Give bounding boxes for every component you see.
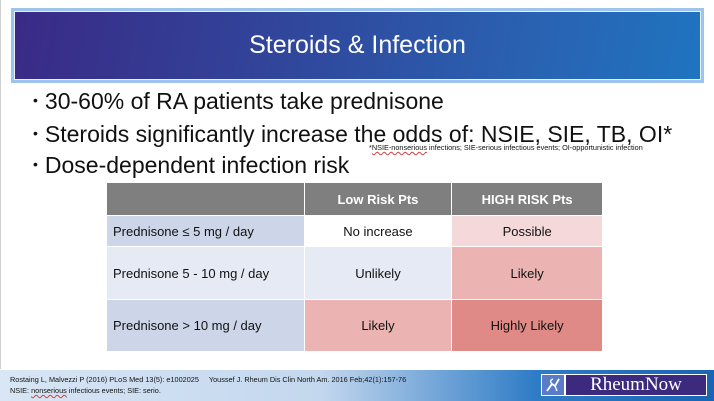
header-cell-low-risk: Low Risk Pts	[303, 182, 453, 216]
high-risk-cell: Highly Likely	[451, 299, 603, 352]
bullet-icon: •	[33, 156, 38, 172]
header-cell-empty	[106, 182, 305, 216]
table-header-row: Low Risk Pts HIGH RISK Pts	[106, 182, 603, 216]
row-label: Prednisone 5 - 10 mg / day	[106, 246, 305, 300]
table-row: Prednisone 5 - 10 mg / day Unlikely Like…	[106, 246, 603, 300]
low-risk-cell: No increase	[303, 215, 453, 247]
high-risk-cell: Possible	[451, 215, 603, 247]
bullet-icon: •	[33, 92, 38, 108]
citation-2: Youssef J. Rheum Dis Clin North Am. 2016…	[208, 375, 407, 384]
table-row: Prednisone ≤ 5 mg / day No increase Poss…	[106, 215, 603, 247]
low-risk-cell: Unlikely	[303, 246, 453, 300]
citation-line-1: Rostaing L, Malvezzi P (2016) PLoS Med 1…	[10, 374, 406, 385]
abbreviation-footnote: *NSIE-nonserious infections; SIE-serious…	[369, 143, 643, 152]
citation-1: Rostaing L, Malvezzi P (2016) PLoS Med 1…	[10, 375, 199, 384]
citations: Rostaing L, Malvezzi P (2016) PLoS Med 1…	[10, 374, 406, 396]
row-label: Prednisone ≤ 5 mg / day	[106, 215, 305, 247]
rheumnow-logo: RheumNow	[541, 374, 707, 396]
infection-risk-table: Low Risk Pts HIGH RISK Pts Prednisone ≤ …	[106, 182, 603, 352]
header-cell-high-risk: HIGH RISK Pts	[451, 182, 603, 216]
title-bar: Steroids & Infection	[14, 11, 701, 80]
bullet-item: • Steroids significantly increase the odd…	[33, 121, 673, 147]
citation-line-2: NSIE: nonserious infectious events; SIE:…	[10, 386, 161, 395]
title-banner: Steroids & Infection	[11, 8, 704, 83]
slide-edge	[0, 0, 1, 401]
high-risk-cell: Likely	[451, 246, 603, 300]
row-label: Prednisone > 10 mg / day	[106, 299, 305, 352]
bullet-icon: •	[33, 125, 38, 141]
table-row: Prednisone > 10 mg / day Likely Highly L…	[106, 299, 603, 352]
rheumnow-figure-icon	[542, 375, 566, 395]
bullet-item: • Dose-dependent infection risk	[33, 152, 350, 178]
bullet-item: • 30-60% of RA patients take prednisone	[33, 88, 444, 114]
logo-wordmark: RheumNow	[566, 375, 706, 395]
low-risk-cell: Likely	[303, 299, 453, 352]
slide-title: Steroids & Infection	[249, 31, 466, 59]
